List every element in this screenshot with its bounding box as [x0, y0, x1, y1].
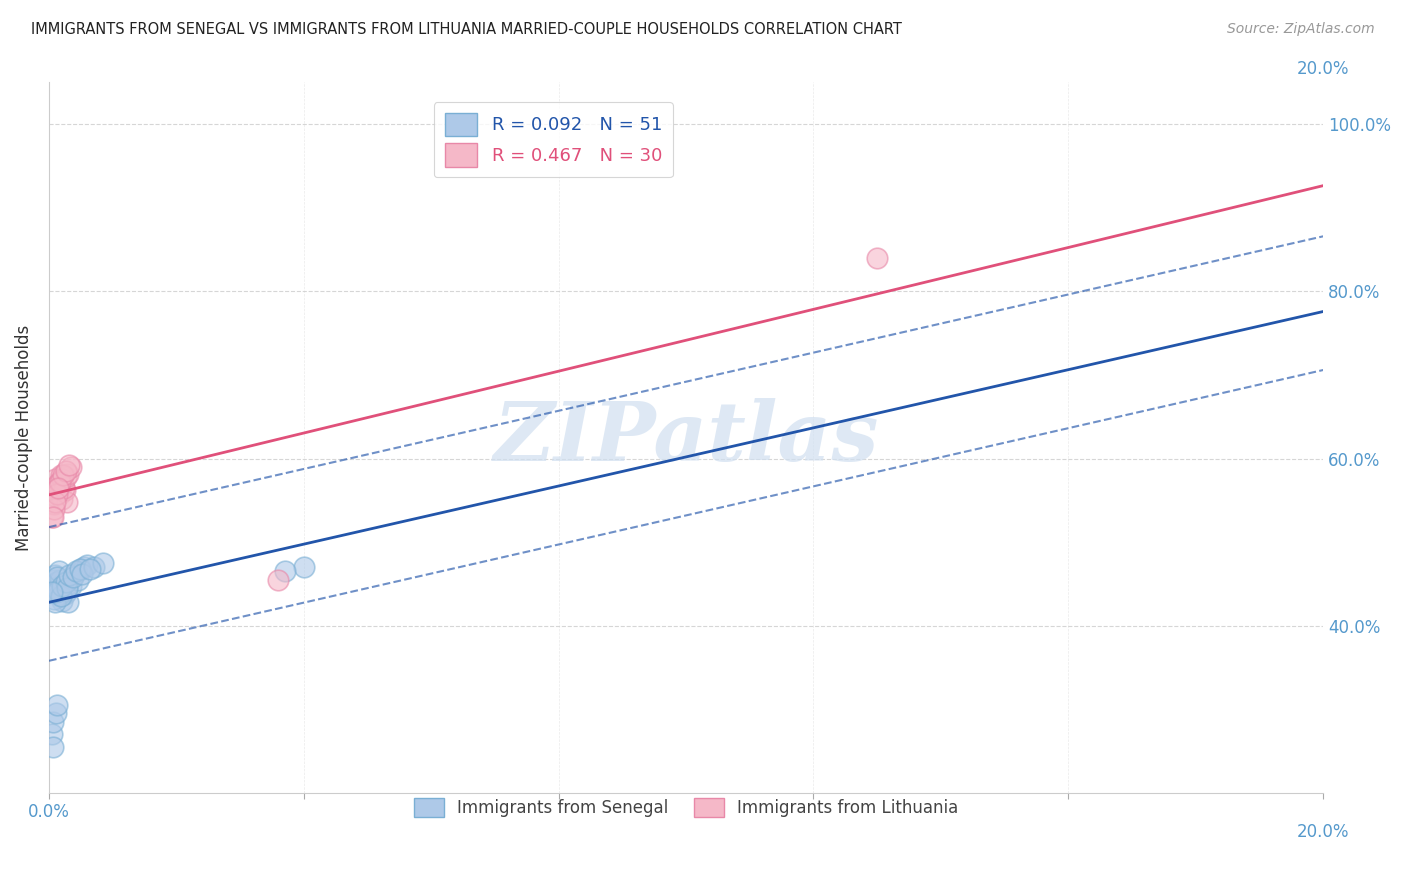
Point	[48, 564, 70, 578]
Point	[44, 489, 66, 503]
Point	[52, 481, 75, 495]
Point	[52, 578, 75, 592]
Point	[42, 714, 65, 729]
Point	[44, 495, 66, 509]
Point	[62, 570, 84, 584]
Point	[58, 568, 80, 582]
Point	[273, 564, 295, 578]
Point	[42, 510, 65, 524]
Point	[56, 595, 79, 609]
Point	[42, 501, 65, 516]
Legend: Immigrants from Senegal, Immigrants from Lithuania: Immigrants from Senegal, Immigrants from…	[408, 791, 965, 823]
Point	[51, 583, 73, 598]
Point	[56, 581, 79, 595]
Point	[48, 475, 70, 489]
Point	[69, 562, 91, 576]
Point	[44, 472, 66, 486]
Text: 20.0%: 20.0%	[1296, 823, 1350, 841]
Point	[69, 562, 91, 576]
Text: Source: ZipAtlas.com: Source: ZipAtlas.com	[1227, 22, 1375, 37]
Point	[79, 562, 101, 576]
Point	[60, 459, 83, 474]
Point	[45, 706, 67, 721]
Point	[70, 566, 93, 581]
Point	[55, 575, 77, 590]
Point	[46, 575, 69, 590]
Y-axis label: Married-couple Households: Married-couple Households	[15, 325, 32, 550]
Point	[52, 476, 75, 491]
Point	[866, 251, 889, 265]
Point	[292, 560, 315, 574]
Point	[49, 590, 72, 604]
Point	[55, 464, 77, 478]
Point	[56, 495, 79, 509]
Point	[42, 498, 65, 512]
Point	[53, 483, 76, 498]
Point	[58, 458, 80, 473]
Point	[41, 727, 63, 741]
Point	[51, 472, 73, 486]
Point	[41, 510, 63, 524]
Text: IMMIGRANTS FROM SENEGAL VS IMMIGRANTS FROM LITHUANIA MARRIED-COUPLE HOUSEHOLDS C: IMMIGRANTS FROM SENEGAL VS IMMIGRANTS FR…	[31, 22, 901, 37]
Point	[60, 578, 83, 592]
Point	[56, 583, 79, 598]
Point	[83, 560, 105, 574]
Point	[46, 478, 69, 492]
Point	[53, 587, 76, 601]
Point	[63, 566, 86, 581]
Point	[45, 570, 67, 584]
Point	[73, 560, 96, 574]
Point	[52, 577, 75, 591]
Point	[45, 486, 67, 500]
Point	[49, 486, 72, 500]
Point	[48, 585, 70, 599]
Point	[48, 578, 70, 592]
Point	[41, 585, 63, 599]
Text: ZIPatlas: ZIPatlas	[494, 398, 879, 477]
Point	[66, 573, 89, 587]
Point	[49, 587, 72, 601]
Point	[45, 585, 67, 599]
Point	[52, 468, 75, 483]
Point	[49, 573, 72, 587]
Point	[44, 595, 66, 609]
Point	[91, 556, 114, 570]
Point	[51, 578, 73, 592]
Point	[46, 583, 69, 598]
Point	[42, 591, 65, 606]
Point	[76, 558, 98, 573]
Point	[56, 467, 79, 481]
Point	[45, 484, 67, 499]
Point	[51, 593, 73, 607]
Point	[55, 470, 77, 484]
Point	[44, 568, 66, 582]
Point	[56, 577, 79, 591]
Point	[53, 581, 76, 595]
Point	[267, 573, 290, 587]
Point	[46, 698, 69, 712]
Point	[45, 577, 67, 591]
Point	[65, 564, 87, 578]
Point	[48, 481, 70, 495]
Point	[44, 581, 66, 595]
Point	[49, 475, 72, 489]
Point	[51, 491, 73, 506]
Point	[46, 481, 69, 495]
Point	[49, 468, 72, 483]
Point	[42, 739, 65, 754]
Point	[49, 590, 72, 604]
Point	[42, 573, 65, 587]
